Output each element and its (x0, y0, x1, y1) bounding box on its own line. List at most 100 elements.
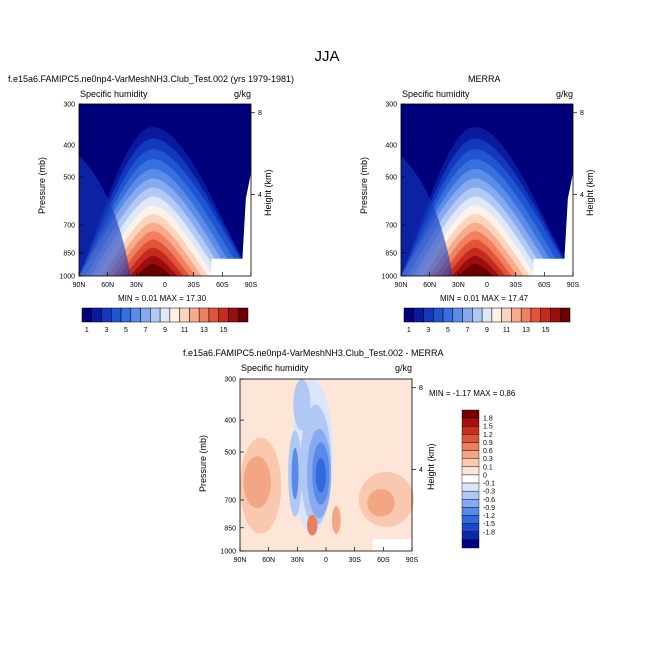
obs-contour-band (401, 155, 453, 276)
obs-colorbar-label: 9 (485, 327, 489, 334)
model-ytick-label: 300 (63, 102, 75, 109)
diff-variable-label: Specific humidity (241, 363, 309, 373)
main-colorbar: 1 3 5 7 9 11 13 15 1 3 5 7 9 11 13 15 (81, 307, 571, 334)
diff-xtick-label: 60N (262, 557, 275, 564)
obs-colorbar-swatch (442, 307, 454, 323)
diff-contour-plot: 90N 60N 30N 0 30S 60S 90S 300 400 500 700 850 1000 8 4 (220, 377, 423, 565)
diff-colorbar-swatch (461, 426, 480, 435)
diff-xtick-label: 90S (406, 557, 419, 564)
diff-colorbar-swatch (461, 490, 480, 500)
diff-colorbar-swatch (461, 482, 480, 492)
model-contour-plot: 90N 60N 30N 0 30S 60S 90S 300 400 500 700 850 1000 8 4 (59, 102, 262, 290)
obs-colorbar-swatch (530, 307, 541, 323)
model-colorbar-label: 7 (144, 327, 148, 334)
diff-minmax: MIN = -1.17 MAX = 0.86 (429, 389, 516, 398)
obs-panel-title: MERRA (468, 74, 501, 84)
model-ytick-label: 850 (63, 250, 75, 257)
diff-colorbar-swatch (461, 499, 480, 508)
diff-colorbar-label: 0.6 (483, 448, 493, 455)
diff-contour-band (293, 379, 311, 431)
obs-colorbar-swatch (540, 307, 551, 323)
model-colorbar-label: 3 (104, 327, 108, 334)
model-ytick-label: 400 (63, 143, 75, 150)
model-ytick-label: 700 (63, 223, 75, 230)
model-ytick-label: 1000 (59, 274, 75, 281)
diff-colorbar-label: -0.9 (483, 505, 495, 512)
model-contour-band (135, 263, 172, 276)
model-colorbar-label: 9 (163, 327, 167, 334)
obs-colorbar-swatch (413, 307, 424, 323)
diff-colorbar-swatch (461, 442, 480, 451)
model-ytick-label: 500 (63, 174, 75, 181)
obs-colorbar-label: 3 (426, 327, 430, 334)
model-units-label: g/kg (234, 89, 252, 99)
model-topo-mask (211, 172, 251, 276)
obs-colorbar-swatch (491, 307, 502, 323)
diff-xtick-label: 30S (348, 557, 361, 564)
diff-colorbar-label: 0 (483, 472, 487, 479)
model-colorbar-swatch (111, 307, 122, 323)
diff-colorbar-swatch (461, 434, 480, 443)
obs-colorbar-swatch (423, 307, 434, 323)
model-colorbar-label: 11 (181, 327, 188, 334)
obs-colorbar-label: 1 (407, 327, 411, 334)
model-colorbar-swatch (189, 307, 200, 323)
obs-ytick-label: 1000 (381, 274, 397, 281)
diff-colorbar-swatch (461, 507, 480, 516)
diff-xtick-label: 90N (234, 557, 247, 564)
obs-colorbar-swatch (462, 307, 473, 323)
obs-ytick-label: 500 (385, 174, 397, 181)
model-colorbar-swatch (179, 307, 190, 323)
model-colorbar-swatch (237, 307, 249, 323)
obs-colorbar-swatch (452, 307, 463, 323)
model-xtick-label: 30N (130, 282, 143, 289)
diff-colorbar-label: -0.6 (483, 497, 495, 504)
model-colorbar-label: 13 (200, 327, 208, 334)
obs-colorbar-swatch (559, 307, 571, 323)
diff-ytick-label: 850 (224, 525, 236, 532)
diff-contour-band (367, 489, 395, 517)
diff-units-label: g/kg (395, 363, 413, 373)
obs-ytick-label: 850 (385, 250, 397, 257)
obs-ytick-label: 700 (385, 223, 397, 230)
obs-contour-plot: 90N 60N 30N 0 30S 60S 90S 300 400 500 700 850 1000 8 4 (381, 102, 584, 290)
model-colorbar-swatch (208, 307, 219, 323)
diff-colorbar: 1.81.51.20.90.60.30.10-0.1-0.3-0.6-0.9-1… (461, 409, 495, 549)
model-xtick-label: 90N (73, 282, 86, 289)
diff-colorbar-swatch (461, 409, 480, 419)
diff-colorbar-swatch (461, 523, 480, 532)
diff-y2tick-label: 8 (419, 385, 423, 392)
diff-colorbar-swatch (461, 539, 480, 549)
diff-colorbar-swatch (461, 417, 480, 427)
obs-xtick-label: 60N (423, 282, 436, 289)
obs-colorbar-swatch (403, 307, 415, 323)
diff-colorbar-label: 1.8 (483, 416, 493, 423)
model-variable-label: Specific humidity (80, 89, 148, 99)
model-colorbar-swatch (198, 307, 210, 323)
diff-ytick-label: 700 (224, 498, 236, 505)
diff-colorbar-label: 0.9 (483, 440, 493, 447)
model-y2tick-label: 4 (258, 192, 262, 199)
diff-contour-band (315, 458, 326, 493)
diff-ytick-label: 300 (224, 377, 236, 384)
diff-colorbar-label: 0.3 (483, 456, 493, 463)
diff-ytick-label: 400 (224, 418, 236, 425)
model-colorbar-swatch (91, 307, 102, 323)
obs-xtick-label: 60S (538, 282, 551, 289)
model-colorbar-swatch (150, 307, 161, 323)
obs-colorbar-swatch (511, 307, 522, 323)
obs-y2tick-label: 4 (580, 192, 584, 199)
diff-panel-title: f.e15a6.FAMIPC5.ne0np4-VarMeshNH3.Club_T… (183, 348, 444, 358)
model-xtick-label: 60S (216, 282, 229, 289)
obs-xtick-label: 0 (485, 282, 489, 289)
model-minmax: MIN = 0.01 MAX = 17.30 (118, 294, 207, 303)
obs-y2tick-label: 8 (580, 110, 584, 117)
obs-xtick-label: 30N (452, 282, 465, 289)
obs-units-label: g/kg (556, 89, 574, 99)
obs-colorbar-swatch (472, 307, 483, 323)
model-colorbar-swatch (218, 307, 229, 323)
obs-xtick-label: 90S (567, 282, 580, 289)
obs-colorbar-label: 13 (522, 327, 530, 334)
obs-variable-label: Specific humidity (402, 89, 470, 99)
